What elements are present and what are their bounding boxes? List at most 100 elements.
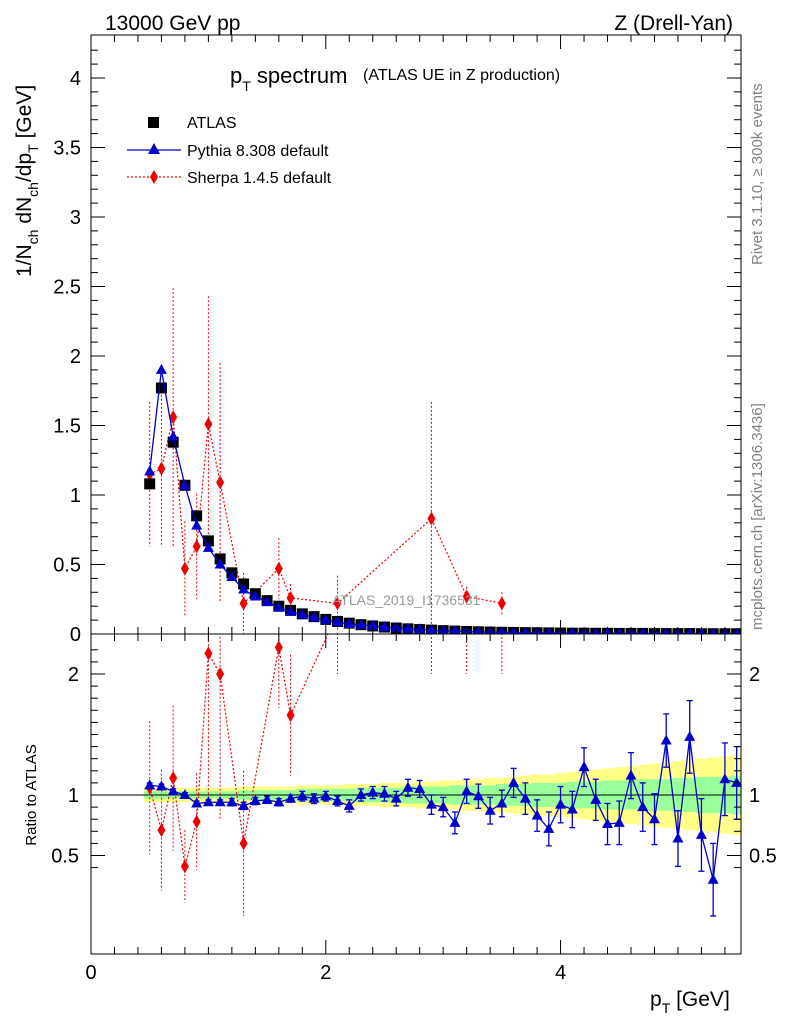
ratio-ytick-label-right: 1 xyxy=(749,785,760,807)
ratio-ytick-label: 2 xyxy=(68,664,79,686)
xtick-label: 2 xyxy=(320,962,331,984)
legend-sherpa-label: Sherpa 1.4.5 default xyxy=(187,170,332,187)
xtick-label: 0 xyxy=(85,962,96,984)
main-pythia-point xyxy=(249,590,261,601)
ratio-pythia-point xyxy=(637,801,649,812)
ratio-pythia-point xyxy=(531,809,543,820)
ratio-pythia-point xyxy=(613,816,625,827)
main-ytick-label: 4 xyxy=(70,68,81,90)
ratio-sherpa-point xyxy=(463,607,471,621)
ratio-pythia-point xyxy=(508,776,520,787)
ratio-pythia-point xyxy=(425,798,437,809)
main-ytick-label: 2 xyxy=(70,346,81,368)
ratio-pythia-point xyxy=(566,803,578,814)
main-pythia-point xyxy=(144,465,156,476)
main-pythia-point xyxy=(402,622,414,633)
main-pythia-point xyxy=(238,583,250,594)
ratio-pythia-point xyxy=(226,796,238,807)
ratio-pythia-point xyxy=(602,818,614,829)
ratio-pythia-point xyxy=(555,798,567,809)
main-pythia-point xyxy=(179,479,191,490)
legend: ATLAS Pythia 8.308 default Sherpa 1.4.5 … xyxy=(127,115,332,187)
main-ytick-label: 0.5 xyxy=(53,555,81,577)
ratio-pythia-point xyxy=(648,813,660,824)
ratio-pythia-point xyxy=(684,730,696,741)
main-sherpa-point xyxy=(274,561,283,576)
main-sherpa-point xyxy=(204,417,213,432)
ratio-sherpa-line xyxy=(149,634,329,867)
ratio-sherpa-point xyxy=(216,667,225,681)
ratio-pythia-point xyxy=(437,801,449,812)
main-pythia-point xyxy=(568,627,577,634)
main-ytick-label: 3.5 xyxy=(53,138,81,160)
main-pythia-point xyxy=(497,626,507,634)
ratio-pythia-point xyxy=(707,873,719,884)
analysis-watermark: ATLAS_2019_I1736531 xyxy=(332,592,481,608)
ratio-sherpa-point xyxy=(239,836,248,851)
ratio-pythia-point xyxy=(308,792,320,803)
legend-sherpa-marker xyxy=(150,170,158,184)
ratio-pythia-point xyxy=(625,769,637,780)
ratio-pythia-point xyxy=(731,776,741,787)
main-ytick-label: 3 xyxy=(70,207,81,229)
main-pythia-point xyxy=(544,627,553,634)
main-sherpa-point xyxy=(192,539,201,554)
ratio-pythia-point xyxy=(543,822,555,833)
main-clipped-group xyxy=(144,287,741,634)
main-sherpa-point xyxy=(286,590,295,605)
legend-pythia-marker xyxy=(148,143,160,154)
main-sherpa-point xyxy=(333,596,342,611)
ratio-ytick-label-right: 2 xyxy=(749,664,760,686)
ratio-pythia-point xyxy=(390,792,402,803)
main-ytick-label: 0 xyxy=(70,624,81,646)
main-data-layer xyxy=(144,287,741,634)
ratio-pythia-point xyxy=(378,787,390,798)
main-sherpa-line xyxy=(149,417,502,605)
main-sherpa-point xyxy=(462,589,471,604)
ratio-pythia-point xyxy=(191,797,203,808)
ratio-pythia-point xyxy=(496,797,508,808)
ratio-pythia-point xyxy=(672,832,684,843)
ratio-pythia-point xyxy=(249,795,261,806)
main-pythia-point xyxy=(615,627,623,634)
ratio-pythia-point xyxy=(320,790,332,801)
main-ytick-label: 2.5 xyxy=(53,277,81,299)
main-pythia-point xyxy=(592,627,600,634)
main-pythia-point xyxy=(355,618,367,629)
rivet-label: Rivet 3.1.10, ≥ 300k events xyxy=(749,83,766,265)
main-pythia-point xyxy=(320,614,332,625)
main-ytick-label: 1.5 xyxy=(53,416,81,438)
mcplots-label: mcplots.cern.ch [arXiv:1306.3436] xyxy=(749,403,766,630)
ratio-pythia-point xyxy=(660,734,672,745)
main-pythia-point xyxy=(639,627,647,634)
ratio-sherpa-point xyxy=(169,771,178,786)
chart-title: pT spectrum xyxy=(230,63,347,94)
ratio-pythia-point xyxy=(519,792,531,803)
main-pythia-point xyxy=(296,608,308,619)
main-atlas-point xyxy=(155,382,167,394)
main-sherpa-point xyxy=(216,475,225,490)
legend-atlas-label: ATLAS xyxy=(187,115,237,132)
main-pythia-point xyxy=(155,363,167,374)
ratio-pythia-point xyxy=(484,804,496,815)
ratio-pythia-point xyxy=(355,789,367,799)
ratio-pythia-point xyxy=(144,779,156,790)
ratio-sherpa-point xyxy=(157,823,166,838)
ratio-pythia-point xyxy=(449,816,461,827)
header-left: 13000 GeV pp xyxy=(105,12,240,35)
ratio-pythia-point xyxy=(155,780,167,791)
ratio-sherpa-point xyxy=(192,814,201,829)
main-pythia-point xyxy=(709,627,717,634)
ratio-pythia-point xyxy=(296,790,308,801)
ratio-ytick-label-right: 0.5 xyxy=(749,846,777,868)
main-sherpa-point xyxy=(497,596,506,611)
main-pythia-point xyxy=(285,605,297,616)
main-pythia-point xyxy=(308,611,320,622)
main-pythia-point xyxy=(733,627,741,634)
main-sherpa-point xyxy=(239,596,248,611)
main-pythia-point xyxy=(450,625,460,634)
header-right: Z (Drell-Yan) xyxy=(614,12,733,35)
main-pythia-point xyxy=(662,627,670,634)
ratio-pythia-point xyxy=(719,773,731,784)
